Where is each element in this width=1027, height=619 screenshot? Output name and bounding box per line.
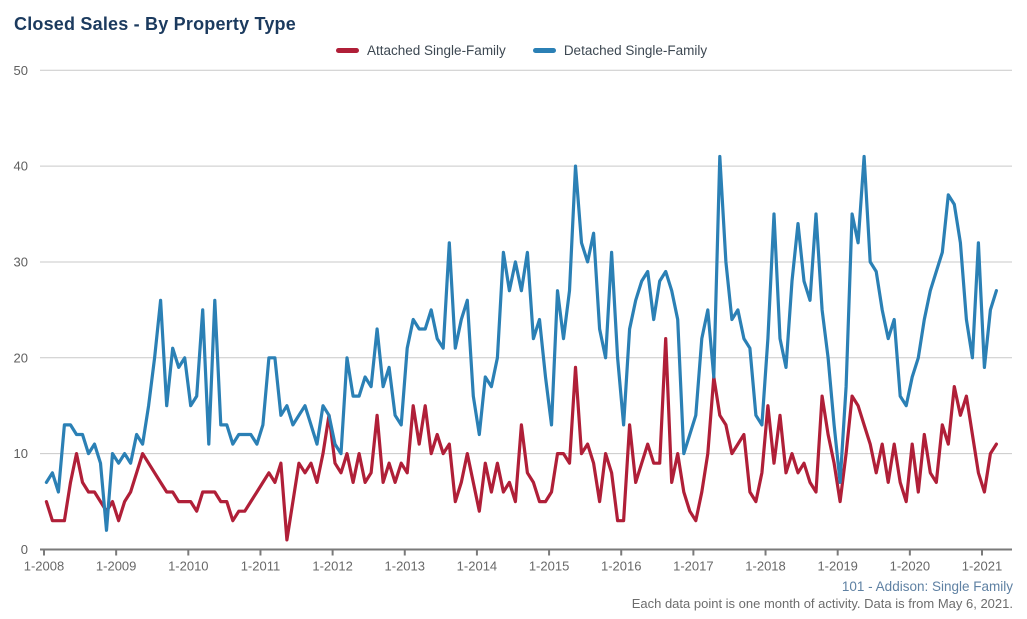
x-axis-label-1-2019: 1-2019: [817, 559, 857, 574]
report-scope-label: 101 - Addison: Single Family: [841, 579, 1013, 594]
x-axis-label-1-2013: 1-2013: [385, 559, 425, 574]
legend-item-detached: Detached Single-Family: [532, 43, 708, 58]
legend-label-attached: Attached Single-Family: [367, 43, 506, 58]
x-axis-label-1-2014: 1-2014: [457, 559, 497, 574]
y-axis-label-50: 50: [14, 63, 28, 78]
y-axis-label-0: 0: [21, 542, 28, 557]
x-axis-label-1-2017: 1-2017: [673, 559, 713, 574]
x-axis-label-1-2008: 1-2008: [24, 559, 64, 574]
x-axis-label-1-2016: 1-2016: [601, 559, 641, 574]
y-axis-label-30: 30: [14, 254, 28, 269]
x-axis-label-1-2021: 1-2021: [962, 559, 1002, 574]
y-axis-label-20: 20: [14, 350, 28, 365]
detached-single-family-line: [44, 154, 999, 532]
x-axis-label-1-2012: 1-2012: [312, 559, 352, 574]
data-asof-note: Each data point is one month of activity…: [631, 596, 1013, 611]
page-title: Closed Sales - By Property Type: [14, 14, 296, 34]
chart-legend: Attached Single-Family Detached Single-F…: [336, 43, 707, 58]
x-axis-label-1-2015: 1-2015: [529, 559, 569, 574]
x-axis-label-1-2009: 1-2009: [96, 559, 136, 574]
attached-single-family-line: [44, 337, 999, 542]
x-axis-label-1-2011: 1-2011: [241, 559, 281, 574]
y-axis-label-40: 40: [14, 159, 28, 174]
legend-label-detached: Detached Single-Family: [563, 43, 708, 58]
y-axis-label-10: 10: [14, 446, 28, 461]
x-axis-label-1-2020: 1-2020: [890, 559, 930, 574]
x-axis-label-1-2010: 1-2010: [168, 559, 208, 574]
attached-series-swatch-icon: [336, 48, 359, 53]
legend-item-attached: Attached Single-Family: [336, 43, 506, 58]
x-axis-label-1-2018: 1-2018: [745, 559, 785, 574]
detached-series-swatch-icon: [532, 48, 556, 53]
